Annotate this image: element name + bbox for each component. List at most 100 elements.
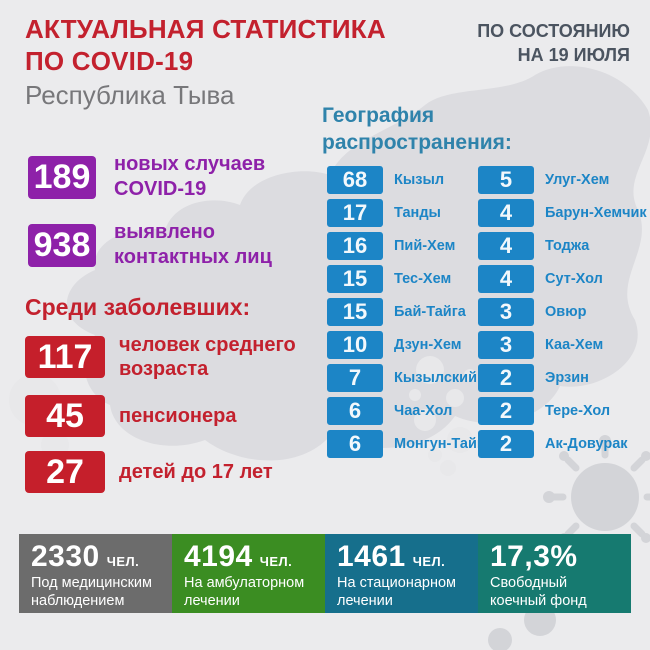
geo-row: 2 Тере-Хол <box>478 397 647 425</box>
geo-row: 10 Дзун-Хем <box>327 331 491 359</box>
medical-observation-value-row: 2330 ЧЕЛ. <box>31 540 164 574</box>
geo-row: 7 Кызылский <box>327 364 491 392</box>
as-of-prefix: НА <box>517 45 544 65</box>
outpatient-unit: ЧЕЛ. <box>259 554 293 569</box>
geo-region-label: Улуг-Хем <box>545 172 610 188</box>
geo-region-label: Монгун-Тайга <box>394 436 491 452</box>
bed-capacity-label-line1: Свободный <box>490 575 568 591</box>
geo-count-badge: 5 <box>478 166 534 194</box>
outpatient-value-row: 4194 ЧЕЛ. <box>184 540 317 574</box>
medical-observation-value: 2330 <box>31 540 100 573</box>
geo-region-label: Кызыл <box>394 172 445 188</box>
bed-capacity-block: 17,3% Свободный коечный фонд <box>478 534 631 613</box>
geo-count-badge: 2 <box>478 364 534 392</box>
inpatient-label-line1: На стационарном <box>337 575 457 591</box>
geography-title-line2: распространения: <box>322 131 512 154</box>
geo-region-label: Пий-Хем <box>394 238 456 254</box>
middle-aged-label-line1: человек среднего <box>119 334 296 356</box>
pensioners-label-line1: пенсионера <box>119 405 237 427</box>
as-of-line2: НА 19 ИЮЛЯ <box>477 43 630 67</box>
geo-row: 5 Улуг-Хем <box>478 166 647 194</box>
new-cases-label-line1: новых случаев <box>114 153 266 175</box>
children-label-line1: детей до 17 лет <box>119 461 273 483</box>
summary-stats: 189 новых случаев COVID-19 938 выявлено … <box>28 152 272 288</box>
new-cases-row: 189 новых случаев COVID-19 <box>28 152 272 202</box>
geo-region-label: Сут-Хол <box>545 271 603 287</box>
contacts-label-line2: контактных лиц <box>114 246 272 268</box>
geography-title-line1: География <box>322 104 435 127</box>
inpatient-unit: ЧЕЛ. <box>412 554 446 569</box>
contacts-label: выявлено контактных лиц <box>114 220 272 270</box>
pensioners-label: пенсионера <box>119 404 236 428</box>
new-cases-badge: 189 <box>28 155 96 199</box>
medical-observation-label-line1: Под медицинским <box>31 575 153 591</box>
outpatient-value: 4194 <box>184 540 253 573</box>
geo-count-badge: 6 <box>327 430 383 458</box>
bed-capacity-value: 17,3% <box>490 540 578 573</box>
header: АКТУАЛЬНАЯ СТАТИСТИКА ПО COVID-19 Респуб… <box>25 13 386 110</box>
inpatient-value-row: 1461 ЧЕЛ. <box>337 540 470 574</box>
geo-count-badge: 4 <box>478 199 534 227</box>
footer-stats-band: 2330 ЧЕЛ. Под медицинским наблюдением 41… <box>19 534 631 613</box>
geo-row: 6 Монгун-Тайга <box>327 430 491 458</box>
geo-region-label: Кызылский <box>394 370 477 386</box>
geo-region-label: Эрзин <box>545 370 589 386</box>
medical-observation-block: 2330 ЧЕЛ. Под медицинским наблюдением <box>19 534 172 613</box>
geo-count-badge: 4 <box>478 232 534 260</box>
among-sick-section: Среди заболевших: 117 человек среднего в… <box>25 294 296 507</box>
inpatient-block: 1461 ЧЕЛ. На стационарном лечении <box>325 534 478 613</box>
new-cases-label: новых случаев COVID-19 <box>114 152 265 202</box>
geo-row: 17 Танды <box>327 199 491 227</box>
geo-region-label: Дзун-Хем <box>394 337 462 353</box>
as-of-date: ПО СОСТОЯНИЮ НА 19 ИЮЛЯ <box>477 19 630 67</box>
geo-region-label: Танды <box>394 205 441 221</box>
geo-count-badge: 17 <box>327 199 383 227</box>
geo-row: 16 Пий-Хем <box>327 232 491 260</box>
page-title-line1: АКТУАЛЬНАЯ СТАТИСТИКА <box>25 14 386 44</box>
virus-icon <box>488 435 650 650</box>
medical-observation-unit: ЧЕЛ. <box>106 554 140 569</box>
bed-capacity-label-line2: коечный фонд <box>490 593 587 609</box>
geo-row: 2 Ак-Довурак <box>478 430 647 458</box>
geo-row: 3 Каа-Хем <box>478 331 647 359</box>
outpatient-block: 4194 ЧЕЛ. На амбулаторном лечении <box>172 534 325 613</box>
as-of-line1: ПО СОСТОЯНИЮ <box>477 21 630 41</box>
geo-count-badge: 15 <box>327 298 383 326</box>
outpatient-label-line1: На амбулаторном <box>184 575 305 591</box>
middle-aged-badge: 117 <box>25 336 105 378</box>
region-subtitle: Республика Тыва <box>25 80 235 110</box>
inpatient-label-line2: лечении <box>337 593 393 609</box>
children-badge: 27 <box>25 451 105 493</box>
geo-count-badge: 10 <box>327 331 383 359</box>
geo-region-label: Бай-Тайга <box>394 304 466 320</box>
geo-count-badge: 16 <box>327 232 383 260</box>
geo-count-badge: 2 <box>478 430 534 458</box>
geography-column-2: 5 Улуг-Хем 4 Барун-Хемчик 4 Тоджа 4 Сут-Хол … <box>478 166 647 463</box>
geo-row: 3 Овюр <box>478 298 647 326</box>
geography-title: География распространения: <box>322 102 512 156</box>
among-sick-row: 27 детей до 17 лет <box>25 451 296 493</box>
geo-count-badge: 7 <box>327 364 383 392</box>
geo-region-label: Барун-Хемчик <box>545 205 647 221</box>
geo-count-badge: 6 <box>327 397 383 425</box>
geo-region-label: Тоджа <box>545 238 590 254</box>
geo-row: 2 Эрзин <box>478 364 647 392</box>
geo-row: 4 Сут-Хол <box>478 265 647 293</box>
inpatient-value: 1461 <box>337 540 406 573</box>
geo-region-label: Тере-Хол <box>545 403 611 419</box>
among-sick-row: 45 пенсионера <box>25 395 296 437</box>
geo-row: 15 Тес-Хем <box>327 265 491 293</box>
children-label: детей до 17 лет <box>119 460 273 484</box>
geo-region-label: Овюр <box>545 304 587 320</box>
contacts-row: 938 выявлено контактных лиц <box>28 220 272 270</box>
geo-row: 4 Барун-Хемчик <box>478 199 647 227</box>
geo-count-badge: 4 <box>478 265 534 293</box>
geo-count-badge: 3 <box>478 331 534 359</box>
geography-column-1: 68 Кызыл 17 Танды 16 Пий-Хем 15 Тес-Хем 15 Ба… <box>327 166 491 463</box>
geo-count-badge: 3 <box>478 298 534 326</box>
pensioners-badge: 45 <box>25 395 105 437</box>
geo-region-label: Ак-Довурак <box>545 436 628 452</box>
geo-count-badge: 2 <box>478 397 534 425</box>
geo-count-badge: 68 <box>327 166 383 194</box>
